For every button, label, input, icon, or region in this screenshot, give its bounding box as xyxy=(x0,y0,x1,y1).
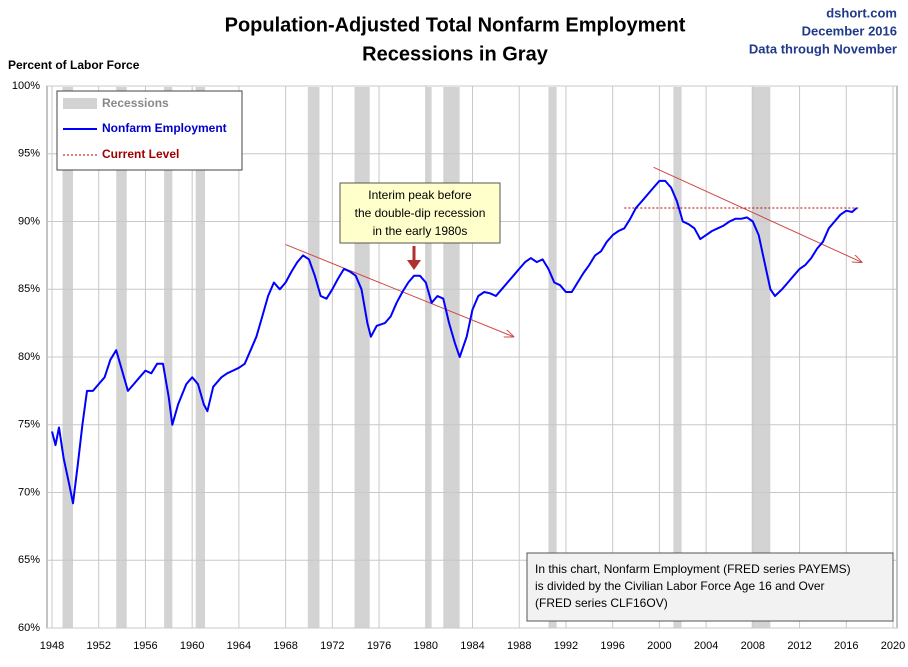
chart-subtitle: Recessions in Gray xyxy=(362,43,549,65)
note: In this chart, Nonfarm Employment (FRED … xyxy=(526,552,894,622)
y-tick-label: 95% xyxy=(18,148,40,160)
y-axis-label: Percent of Labor Force xyxy=(8,58,140,72)
x-tick-label: 1964 xyxy=(227,640,251,652)
note-box xyxy=(526,552,894,622)
annotation-text: the double-dip recession xyxy=(355,206,486,220)
x-tick-label: 2004 xyxy=(694,640,718,652)
y-tick-label: 60% xyxy=(18,622,40,634)
x-tick-label: 1948 xyxy=(40,640,64,652)
legend-label: Nonfarm Employment xyxy=(102,121,227,135)
x-tick-label: 1956 xyxy=(133,640,157,652)
source: December 2016 xyxy=(802,23,897,38)
y-tick-label: 75% xyxy=(18,419,40,431)
x-tick-label: 1968 xyxy=(273,640,297,652)
x-tick-label: 1980 xyxy=(414,640,438,652)
series-line xyxy=(51,179,858,505)
legend: Recessions Nonfarm Employment Current Le… xyxy=(56,90,243,171)
legend-swatch xyxy=(63,98,97,109)
x-tick-label: 2012 xyxy=(787,640,811,652)
x-tick-label: 1996 xyxy=(600,640,624,652)
plot xyxy=(47,85,897,629)
x-tick-label: 2008 xyxy=(741,640,765,652)
source: dshort.com xyxy=(826,5,897,20)
y-tick-label: 90% xyxy=(18,215,40,227)
trend-line xyxy=(653,166,862,262)
x-tick-label: 2020 xyxy=(881,640,905,652)
y-tick-label: 65% xyxy=(18,554,40,566)
x-tick-label: 1972 xyxy=(320,640,344,652)
legend-label: Recessions xyxy=(102,96,169,110)
x-tick-label: 2016 xyxy=(834,640,858,652)
chart-title: Population-Adjusted Total Nonfarm Employ… xyxy=(225,14,686,36)
x-tick-label: 1976 xyxy=(367,640,391,652)
annotation: Interim peak before the double-dip reces… xyxy=(339,182,501,270)
x-tick-label: 2000 xyxy=(647,640,671,652)
annotation-box xyxy=(339,182,501,244)
trend-line xyxy=(285,244,514,337)
annotation-text: in the early 1980s xyxy=(373,224,468,238)
y-tick-label: 85% xyxy=(18,283,40,295)
source: Data through November xyxy=(749,41,897,56)
note-text: In this chart, Nonfarm Employment (FRED … xyxy=(535,562,851,576)
x-tick-label: 1992 xyxy=(554,640,578,652)
legend-label: Current Level xyxy=(102,147,179,161)
y-tick-label: 100% xyxy=(12,80,40,92)
note-text: is divided by the Civilian Labor Force A… xyxy=(535,579,825,593)
x-tick-label: 1984 xyxy=(460,640,484,652)
annotation-text: Interim peak before xyxy=(368,188,472,202)
x-tick-label: 1988 xyxy=(507,640,531,652)
y-tick-label: 80% xyxy=(18,351,40,363)
annotation-arrowhead xyxy=(407,260,421,270)
x-tick-label: 1952 xyxy=(86,640,110,652)
x-tick-label: 1960 xyxy=(180,640,204,652)
note-text: (FRED series CLF16OV) xyxy=(535,596,668,610)
y-tick-label: 70% xyxy=(18,486,40,498)
